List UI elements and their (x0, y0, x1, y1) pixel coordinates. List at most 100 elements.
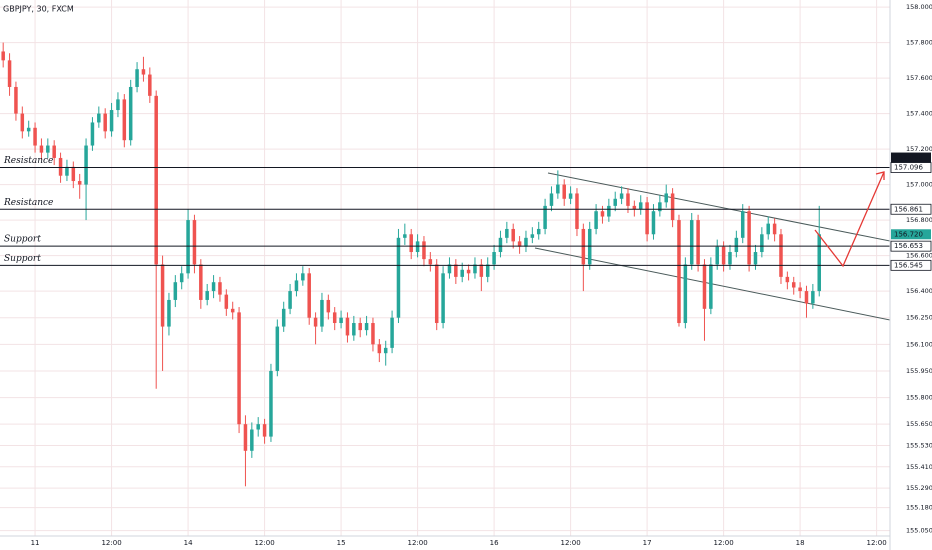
candle-body (377, 344, 382, 354)
y-tick-label: 157.400 (906, 110, 932, 118)
price-label: 156.653 (894, 242, 923, 250)
candle-body (103, 113, 107, 132)
candle-body (237, 312, 241, 425)
candle-body (696, 220, 700, 265)
candle-body (275, 326, 280, 371)
candle-body (549, 193, 554, 206)
candle-body (224, 294, 229, 309)
candle-body (154, 95, 158, 265)
y-tick-label: 157.600 (906, 74, 932, 82)
candle-body (409, 234, 413, 253)
level-name: Resistance (3, 198, 53, 208)
candle-body (307, 273, 311, 318)
candles: Resistance Resistance Support Support (0, 42, 890, 487)
y-tick-label: 155.290 (906, 484, 932, 492)
candle-body (390, 317, 394, 348)
x-tick-label: 12:00 (561, 539, 581, 547)
candle-body (205, 291, 209, 300)
x-tick-label: 18 (796, 539, 805, 547)
candle-body (530, 234, 535, 238)
candle-body (543, 205, 547, 229)
candle-body (619, 193, 624, 199)
candle-body (562, 184, 566, 199)
price-box (891, 152, 931, 163)
candle-body (269, 370, 273, 437)
candle-body (594, 211, 598, 229)
candle-body (281, 308, 286, 327)
trend-line (547, 172, 901, 244)
x-tick-label: 12:00 (101, 539, 121, 547)
candle-body (772, 223, 777, 235)
candle-body (167, 299, 171, 327)
candle-body (26, 127, 31, 132)
candle-body (715, 246, 719, 265)
candle-body (492, 252, 496, 265)
candle-body (479, 264, 484, 277)
candle-body (415, 241, 420, 253)
x-tick-label: 16 (490, 539, 499, 547)
candle-body (339, 317, 343, 324)
candle-body (575, 193, 579, 229)
candle-body (230, 308, 235, 313)
y-tick-label: 155.180 (906, 504, 932, 512)
candle-body (141, 69, 146, 75)
candle-body (1, 51, 5, 61)
candle-body (186, 220, 190, 274)
drawings (534, 172, 901, 323)
axis-bg (890, 0, 932, 550)
candle-body (288, 291, 292, 309)
candle-body (817, 234, 821, 292)
candle-body (422, 241, 426, 260)
candle-body (709, 264, 713, 309)
candle-body (651, 211, 656, 235)
candle-body (250, 429, 254, 451)
y-tick-label: 158.000 (906, 3, 932, 11)
candle-body (485, 264, 490, 277)
y-tick-label: 157.800 (906, 39, 932, 47)
candle-body (403, 234, 407, 238)
candle-body (721, 246, 726, 265)
candle-body (689, 220, 694, 265)
candle-body (199, 264, 203, 300)
candle-body (460, 269, 464, 277)
candle-body (626, 193, 630, 206)
candle-body (320, 299, 324, 327)
price-box (890, 240, 932, 252)
candle-body (753, 252, 758, 265)
candle-body (779, 234, 783, 277)
trend-line (534, 247, 901, 323)
level-name: Support (4, 254, 41, 264)
candle-body (211, 282, 216, 292)
candle-body (441, 273, 445, 324)
candle-body (160, 264, 165, 327)
price-box (890, 203, 932, 215)
candle-body (511, 228, 515, 242)
candle-body (7, 60, 12, 87)
x-tick-label: 17 (643, 539, 652, 547)
candle-body (122, 99, 127, 141)
x-tick-label: 12:00 (867, 539, 887, 547)
candle-body (77, 181, 82, 185)
candle-body (670, 193, 675, 221)
candle-body (581, 228, 586, 265)
candle-body (192, 220, 197, 265)
chart-title: GBPJPY, 30, FXCM (3, 5, 74, 14)
grid (0, 0, 890, 536)
candle-body (785, 276, 790, 283)
price-label: 156.545 (894, 261, 923, 269)
candle-body (58, 157, 63, 176)
candle-body (301, 273, 305, 281)
price-label: 156.861 (894, 205, 923, 213)
candle-body (109, 110, 114, 132)
y-tick-label: 156.800 (906, 216, 932, 224)
x-tick-label: 12:00 (254, 539, 274, 547)
y-tick-label: 156.600 (906, 252, 932, 260)
y-tick-label: 156.100 (906, 340, 932, 348)
y-tick-label: 155.530 (906, 441, 932, 449)
candle-body (65, 166, 69, 176)
candle-body (97, 113, 101, 123)
candle-body (243, 424, 248, 451)
y-tick-label: 155.650 (906, 420, 932, 428)
candle-body (332, 312, 337, 324)
